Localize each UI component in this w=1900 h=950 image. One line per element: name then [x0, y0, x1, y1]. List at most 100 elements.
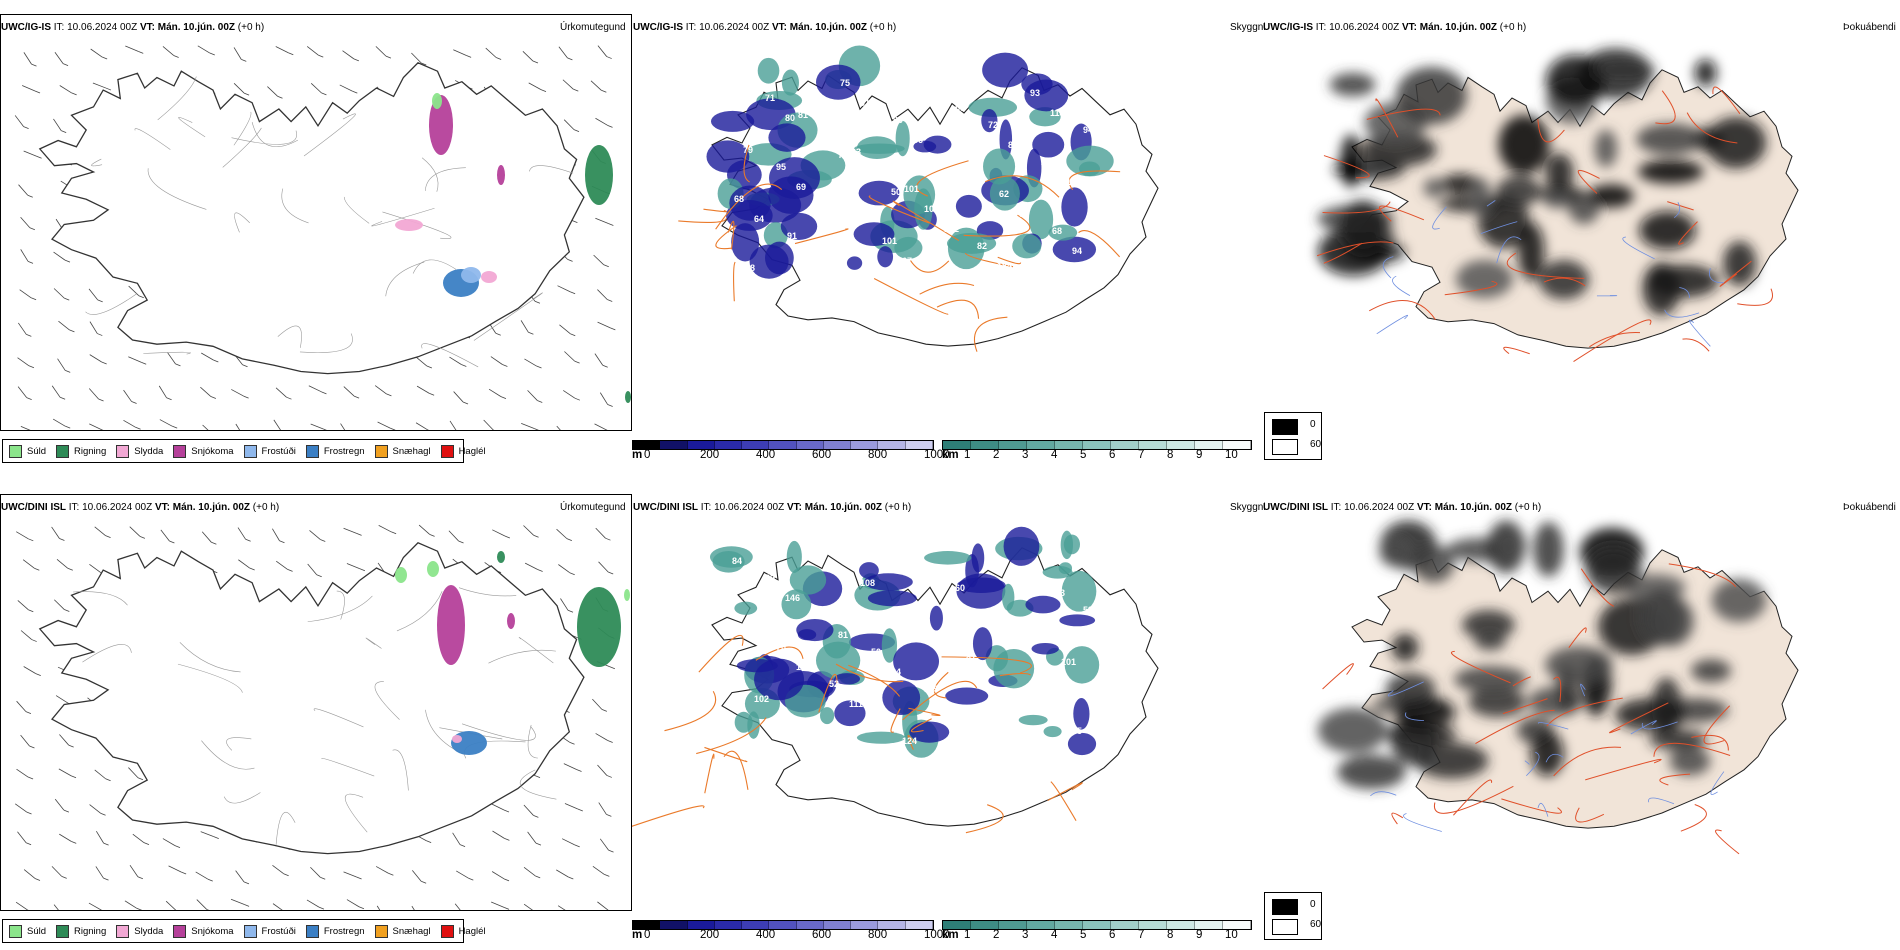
iceland-coastline — [38, 62, 585, 375]
legend-item: Rigning — [56, 444, 106, 458]
legend-label: Snjókoma — [191, 445, 234, 457]
precip-type-panel: UWC/IG-IS IT: 10.06.2024 00Z VT: Mán. 10… — [0, 14, 632, 469]
visibility-value: 79 — [743, 145, 753, 155]
visibility-tick: 7 — [1138, 449, 1145, 461]
height-colorbar — [632, 440, 934, 450]
visibility-value: 95 — [776, 162, 786, 172]
legend-item: Frostregn — [305, 444, 365, 458]
model-name: UWC/IG-IS — [1, 22, 51, 33]
height-tick: 0 — [644, 929, 651, 941]
visibility-value: 61 — [1061, 177, 1071, 187]
visibility-values: 79 80 79 50 102 184 113 79 69 65 67 58 88 61 64 114 91 86… — [732, 76, 1093, 273]
fog-areas — [1317, 48, 1767, 316]
roads — [1316, 86, 1773, 362]
precip-type-map-frame — [0, 14, 632, 431]
precip-type-panel: UWC/DINI ISL IT: 10.06.2024 00Z VT: Mán.… — [0, 494, 632, 949]
visibility-value: 13 — [944, 704, 954, 714]
legend-swatch — [116, 924, 130, 938]
precip-rigning — [497, 551, 505, 563]
visibility-value: 102 — [871, 167, 886, 177]
visibility-value: 93 — [1030, 88, 1040, 98]
height-tick: 600 — [812, 929, 832, 941]
visibility-value: 90 — [913, 615, 923, 625]
panel-header: UWC/IG-IS IT: 10.06.2024 00Z VT: Mán. 10… — [633, 22, 896, 33]
precip-areas — [395, 551, 630, 755]
it-value: 10.06.2024 00Z — [82, 502, 153, 513]
legend-item: Slydda — [116, 924, 164, 938]
legend-item: Snjókoma — [173, 924, 234, 938]
visibility-value: 67 — [946, 152, 956, 162]
precip-slydda — [481, 271, 497, 283]
visibility-value: 75 — [840, 78, 850, 88]
legend-swatch — [173, 444, 187, 458]
precip-suld — [427, 561, 439, 577]
visibility-value: 124 — [902, 736, 917, 746]
visibility-value: 48 — [745, 263, 755, 273]
panel-header: UWC/DINI ISL IT: 10.06.2024 00Z VT: Mán.… — [1, 502, 279, 513]
precip-frostregn — [451, 731, 487, 755]
vt-label: VT: — [786, 502, 802, 513]
precip-snjokoma — [429, 95, 453, 155]
precip-type-legend: Súld Rigning Slydda Snjókoma Frostúði Frostre… — [2, 439, 486, 463]
height-tick: 0 — [644, 449, 651, 461]
legend-item: Snæhagl — [374, 444, 431, 458]
legend-item: Frostúði — [243, 924, 296, 938]
fog-legend-label: 60 — [1310, 919, 1322, 930]
legend-swatch — [9, 444, 22, 458]
legend-item: Rigning — [56, 924, 106, 938]
iceland-coastline — [38, 542, 585, 855]
legend-swatch — [440, 444, 454, 458]
visibility-value: 85 — [1072, 726, 1082, 736]
height-tick: 200 — [700, 929, 720, 941]
model-name: UWC/DINI ISL — [1263, 502, 1328, 513]
visibility-value: 102 — [997, 741, 1012, 751]
it-label: IT: — [1315, 22, 1327, 33]
height-tick: 400 — [756, 929, 776, 941]
visibility-value: 101 — [904, 184, 919, 194]
fog-map — [1262, 514, 1900, 909]
visibility-value: 90 — [882, 716, 892, 726]
model-name: UWC/DINI ISL — [633, 502, 698, 513]
height-tick: 800 — [868, 929, 888, 941]
model-name: UWC/IG-IS — [633, 22, 683, 33]
visibility-tick: 5 — [1080, 449, 1087, 461]
legend-swatch — [9, 924, 22, 938]
visibility-tick: 8 — [1167, 929, 1174, 941]
legend-label: Slydda — [134, 445, 164, 457]
fog-legend: 0 60 — [1264, 892, 1322, 940]
it-value: 10.06.2024 00Z — [67, 22, 138, 33]
visibility-panel: 84 146 81 84 13 102 103 71 104 111 124 60 84 101 102 78… — [632, 494, 1266, 949]
visibility-value: 81 — [838, 630, 848, 640]
visibility-value: 68 — [734, 194, 744, 204]
legend-swatch — [116, 444, 130, 458]
visibility-panel: 79 80 79 50 102 184 113 79 69 65 67 58 88 61 64 114 91 86… — [632, 14, 1266, 469]
roads — [85, 76, 574, 368]
panel-title-fog: Þokuábendi — [1843, 502, 1896, 513]
legend-label: Súld — [27, 925, 47, 937]
precip-type-legend: Súld Rigning Slydda Snjókoma Frostúði Frostre… — [2, 919, 486, 943]
legend-swatch — [56, 444, 70, 458]
height-tick: 1000 — [924, 449, 950, 461]
visibility-value: 101 — [1061, 657, 1076, 667]
precip-suld — [395, 567, 407, 583]
legend-swatch — [374, 924, 388, 938]
model-name: UWC/DINI ISL — [1, 502, 66, 513]
visibility-value: 60 — [955, 583, 965, 593]
legend-label: Slydda — [134, 925, 164, 937]
lead-time: (+0 h) — [869, 22, 897, 33]
legend-swatch — [56, 924, 70, 938]
visibility-tick: 8 — [1167, 449, 1174, 461]
precip-type-map — [14, 524, 630, 910]
visibility-value: 50 — [891, 187, 901, 197]
fog-map — [1262, 34, 1900, 429]
legend-label: Snæhagl — [392, 445, 431, 457]
visibility-value: 102 — [944, 224, 959, 234]
visibility-value: 69 — [796, 182, 806, 192]
visibility-value: 50 — [871, 647, 881, 657]
vt-value: Mán. 10.jún. 00Z — [157, 22, 235, 33]
visibility-value: 70 — [776, 642, 786, 652]
visibility-value: 88 — [1008, 140, 1018, 150]
legend-item: Haglél — [440, 924, 486, 938]
visibility-map: 84 146 81 84 13 102 103 71 104 111 124 60 84 101 102 78… — [632, 526, 1159, 834]
visibility-map: 79 80 79 50 102 184 113 79 69 65 67 58 88 61 64 114 91 86… — [678, 45, 1159, 352]
